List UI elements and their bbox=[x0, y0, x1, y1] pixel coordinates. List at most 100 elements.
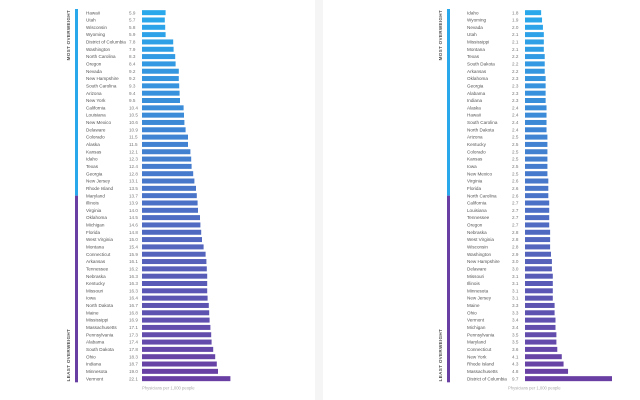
right-bar bbox=[525, 10, 542, 16]
right-category-label: Indiana bbox=[467, 98, 483, 103]
left-category-label: Washington bbox=[86, 47, 111, 52]
left-data-label: 7.8 bbox=[129, 40, 136, 45]
right-chart-panel bbox=[323, 0, 640, 400]
left-bar bbox=[142, 361, 217, 367]
right-category-label: Georgia bbox=[467, 83, 484, 88]
left-data-label: 16.9 bbox=[129, 318, 138, 323]
right-data-label: 2.7 bbox=[512, 223, 519, 228]
right-category-label: Washington bbox=[467, 252, 492, 257]
left-category-label: Illinois bbox=[86, 201, 99, 206]
right-bar bbox=[525, 251, 552, 257]
right-category-label: North Dakota bbox=[467, 127, 495, 132]
right-category-label: District of Columbia bbox=[467, 376, 507, 381]
right-data-label: 3.0 bbox=[512, 266, 519, 271]
right-bar bbox=[525, 273, 553, 279]
left-data-label: 17.8 bbox=[129, 347, 138, 352]
right-bar bbox=[525, 105, 547, 111]
right-category-label: Florida bbox=[467, 186, 481, 191]
right-data-label: 2.5 bbox=[512, 149, 519, 154]
right-category-label: Connecticut bbox=[467, 347, 492, 352]
left-category-label: New York bbox=[86, 98, 106, 103]
right-category-label: Minnesota bbox=[467, 288, 489, 293]
right-bar bbox=[525, 229, 551, 235]
right-category-label: Oklahoma bbox=[467, 76, 488, 81]
left-bar bbox=[142, 207, 198, 213]
left-category-label: Massachusetts bbox=[86, 325, 117, 330]
right-data-label: 2.5 bbox=[512, 171, 519, 176]
right-data-label: 3.0 bbox=[512, 259, 519, 264]
right-bar bbox=[525, 288, 553, 294]
right-bar bbox=[525, 134, 548, 140]
right-data-label: 4.3 bbox=[512, 362, 519, 367]
left-bar bbox=[142, 200, 198, 206]
right-data-label: 3.6 bbox=[512, 347, 519, 352]
left-category-label: West Virginia bbox=[86, 237, 113, 242]
right-category-label: Maine bbox=[467, 303, 480, 308]
right-bar bbox=[525, 171, 548, 177]
right-data-label: 3.3 bbox=[512, 303, 519, 308]
right-data-label: 2.3 bbox=[512, 83, 519, 88]
left-bar bbox=[142, 346, 214, 352]
left-category-label: Utah bbox=[86, 18, 96, 23]
right-data-label: 2.2 bbox=[512, 54, 519, 59]
right-bar bbox=[525, 215, 550, 221]
right-data-label: 2.5 bbox=[512, 142, 519, 147]
left-data-label: 8.3 bbox=[129, 54, 136, 59]
left-bar bbox=[142, 163, 192, 169]
right-bar bbox=[525, 141, 548, 147]
right-bar bbox=[525, 193, 549, 199]
right-category-label: California bbox=[467, 201, 487, 206]
right-bottom-strip bbox=[447, 195, 450, 383]
left-data-label: 16.3 bbox=[129, 281, 138, 286]
left-data-label: 9.3 bbox=[129, 83, 136, 88]
right-bar bbox=[525, 156, 548, 162]
right-category-label: New Mexico bbox=[467, 171, 492, 176]
left-data-label: 10.5 bbox=[129, 113, 138, 118]
left-data-label: 22.1 bbox=[129, 376, 138, 381]
right-bar bbox=[525, 185, 549, 191]
left-category-label: District of Columbia bbox=[86, 40, 126, 45]
right-data-label: 2.8 bbox=[512, 237, 519, 242]
left-bar bbox=[142, 61, 176, 67]
right-category-label: Utah bbox=[467, 32, 477, 37]
left-footnote: Physicians per 1,000 people bbox=[142, 385, 195, 390]
right-data-label: 2.4 bbox=[512, 105, 519, 110]
left-data-label: 11.5 bbox=[129, 142, 138, 147]
right-category-label: South Carolina bbox=[467, 120, 498, 125]
left-data-label: 17.1 bbox=[129, 325, 138, 330]
right-category-label: South Dakota bbox=[467, 62, 495, 67]
right-data-label: 3.1 bbox=[512, 281, 519, 286]
left-category-label: Nebraska bbox=[86, 274, 106, 279]
right-bar bbox=[525, 163, 548, 169]
left-data-label: 11.5 bbox=[129, 135, 138, 140]
left-data-label: 16.3 bbox=[129, 274, 138, 279]
right-data-label: 2.4 bbox=[512, 113, 519, 118]
right-category-label: Colorado bbox=[467, 149, 486, 154]
left-most-overweight-label: MOST OVERWEIGHT bbox=[66, 10, 71, 60]
right-data-label: 2.2 bbox=[512, 69, 519, 74]
right-category-label: Ohio bbox=[467, 310, 477, 315]
right-bar bbox=[525, 24, 543, 30]
right-bar bbox=[525, 54, 545, 60]
left-bar bbox=[142, 310, 210, 316]
left-data-label: 14.6 bbox=[129, 223, 138, 228]
left-bar bbox=[142, 17, 165, 23]
right-data-label: 2.7 bbox=[512, 201, 519, 206]
right-bar bbox=[525, 295, 553, 301]
left-category-label: Wisconsin bbox=[86, 25, 107, 30]
left-bar bbox=[142, 244, 204, 250]
right-data-label: 2.9 bbox=[512, 252, 519, 257]
left-data-label: 14.5 bbox=[129, 215, 138, 220]
left-category-label: Texas bbox=[86, 164, 99, 169]
right-category-label: Wyoming bbox=[467, 18, 487, 23]
right-data-label: 2.8 bbox=[512, 230, 519, 235]
left-category-label: Colorado bbox=[86, 135, 105, 140]
left-data-label: 13.9 bbox=[129, 201, 138, 206]
left-data-label: 5.8 bbox=[129, 25, 136, 30]
left-bar bbox=[142, 266, 207, 272]
left-bar bbox=[142, 281, 208, 286]
left-category-label: Florida bbox=[86, 230, 100, 235]
right-category-label: Vermont bbox=[467, 318, 485, 323]
right-bar bbox=[525, 207, 550, 213]
